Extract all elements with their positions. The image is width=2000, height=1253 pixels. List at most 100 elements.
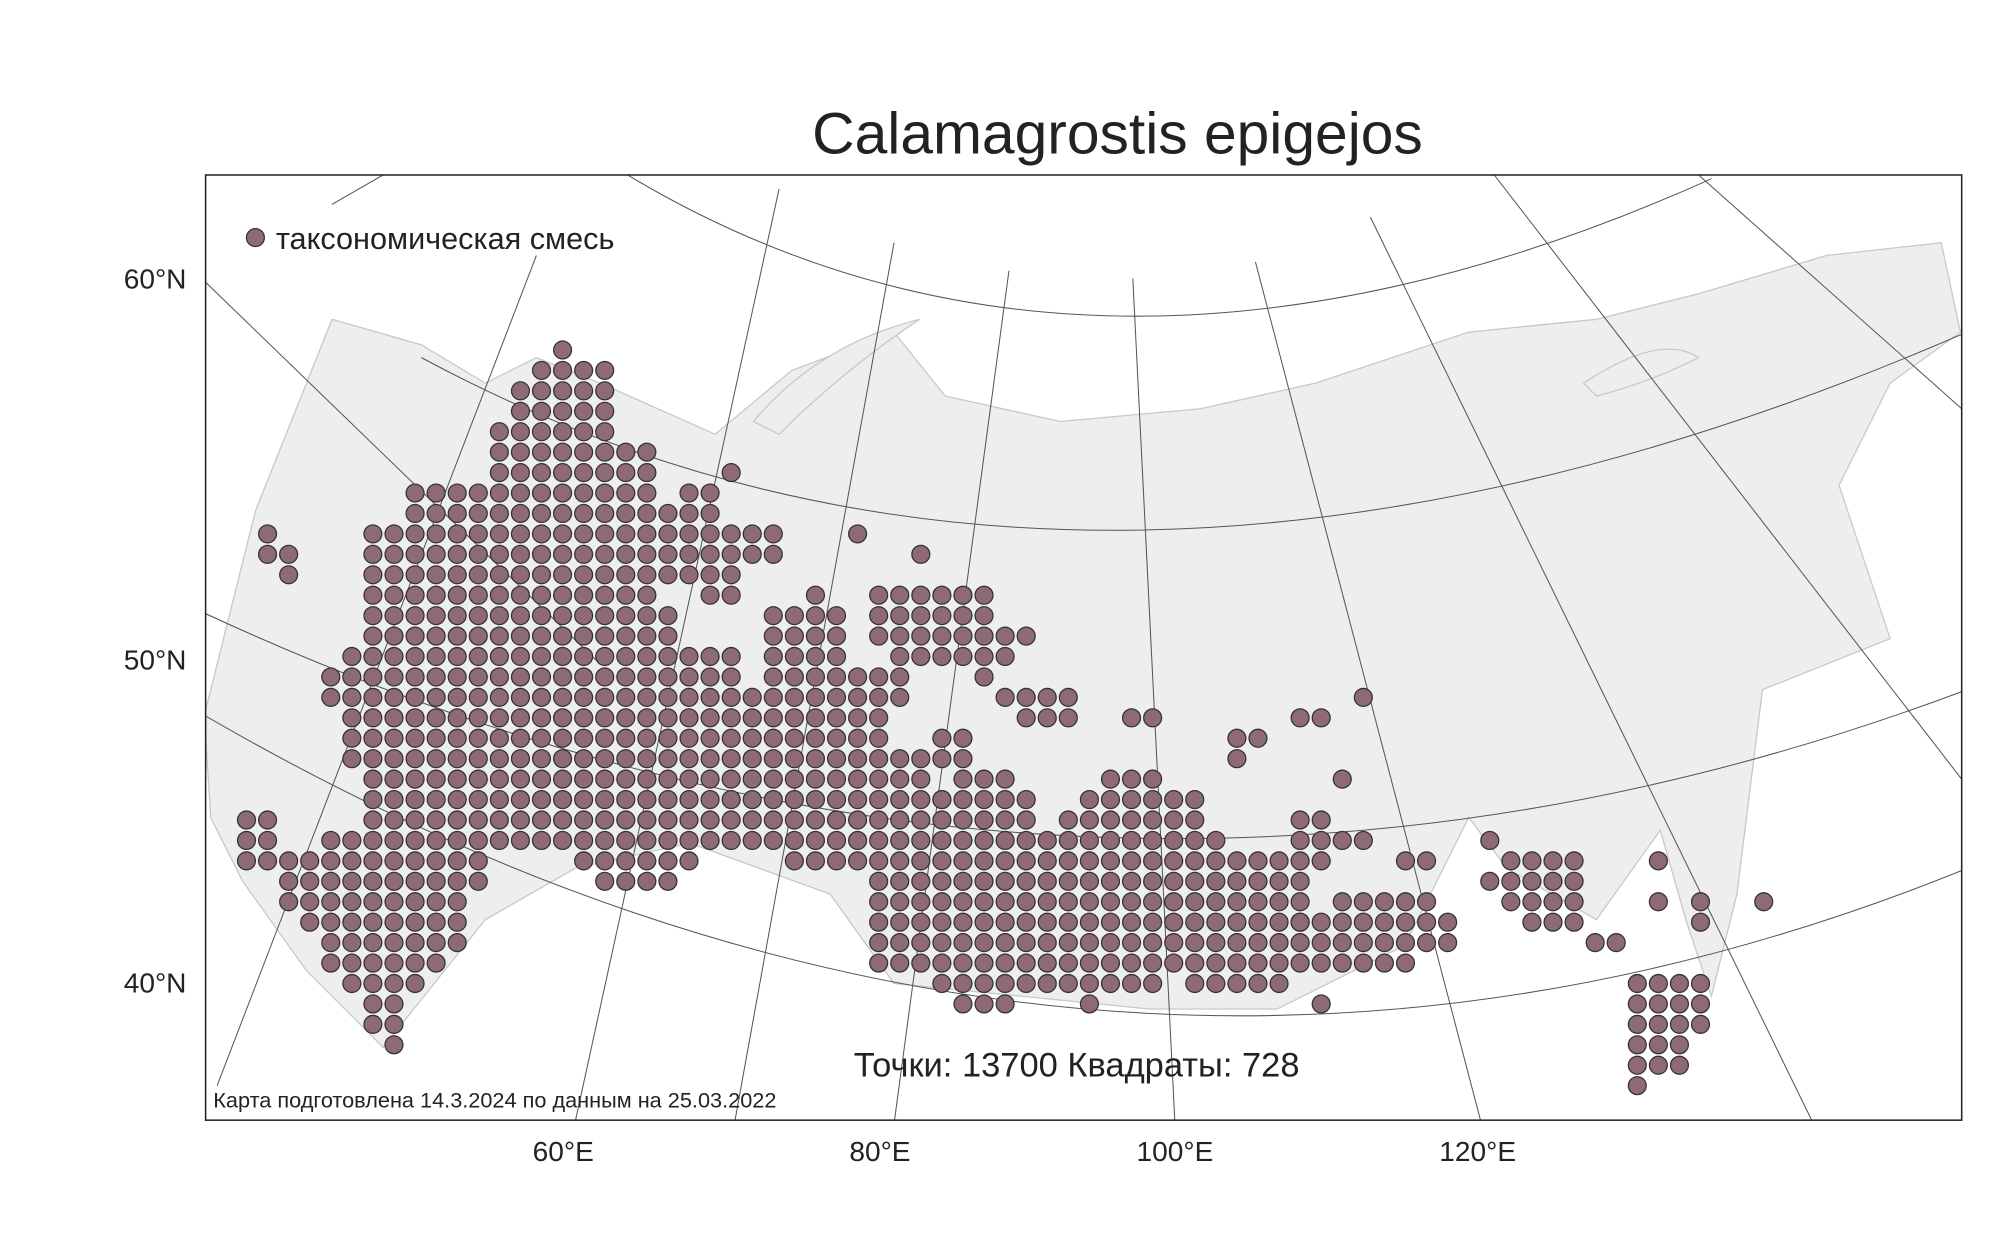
occurrence-dot: [805, 728, 826, 748]
occurrence-dot: [279, 565, 299, 585]
occurrence-dot: [658, 606, 678, 626]
occurrence-dot: [468, 871, 488, 891]
occurrence-dot: [1185, 892, 1205, 912]
occurrence-dot: [1648, 973, 1668, 994]
occurrence-dot: [426, 524, 446, 544]
occurrence-dot: [531, 524, 552, 544]
occurrence-dot: [911, 912, 931, 932]
occurrence-dot: [468, 749, 488, 769]
occurrence-dot: [1227, 973, 1247, 994]
occurrence-dot: [1564, 871, 1584, 891]
occurrence-dot: [1100, 769, 1121, 789]
occurrence-dot: [890, 585, 910, 605]
occurrence-dot: [1185, 933, 1205, 953]
occurrence-dot: [1290, 708, 1310, 728]
occurrence-dot: [1164, 892, 1184, 912]
occurrence-dot: [1058, 912, 1078, 932]
occurrence-dot: [1311, 810, 1331, 830]
occurrence-dot: [1564, 851, 1584, 871]
occurrence-dot: [321, 667, 341, 687]
occurrence-dot: [384, 892, 404, 912]
occurrence-dot: [342, 646, 362, 667]
occurrence-dot: [911, 953, 931, 973]
occurrence-dot: [426, 830, 446, 851]
occurrence-dot: [1480, 871, 1500, 891]
occurrence-dot: [637, 524, 657, 544]
occurrence-dot: [531, 708, 552, 728]
title: Calamagrostis epigejos: [812, 101, 1423, 166]
legend-marker: [245, 227, 266, 248]
occurrence-dot: [489, 830, 509, 851]
occurrence-dot: [426, 483, 446, 503]
occurrence-dot: [405, 708, 425, 728]
occurrence-dot: [384, 749, 404, 769]
occurrence-dot: [321, 687, 341, 707]
occurrence-dot: [890, 606, 910, 626]
occurrence-dot: [574, 687, 594, 707]
occurrence-dot: [553, 340, 573, 360]
occurrence-dot: [869, 912, 889, 932]
occurrence-dot: [1606, 933, 1626, 953]
occurrence-dot: [953, 830, 973, 851]
occurrence-dot: [658, 769, 678, 789]
occurrence-dot: [342, 892, 362, 912]
occurrence-dot: [1290, 871, 1310, 891]
occurrence-dot: [553, 401, 573, 421]
lon-label: 100°E: [1137, 1136, 1214, 1167]
occurrence-dot: [805, 646, 826, 667]
occurrence-dot: [637, 789, 657, 810]
occurrence-dot: [1206, 851, 1226, 871]
occurrence-dot: [1227, 933, 1247, 953]
occurrence-dot: [1079, 953, 1099, 973]
occurrence-dot: [384, 789, 404, 810]
occurrence-dot: [384, 667, 404, 687]
occurrence-dot: [1395, 912, 1416, 932]
occurrence-dot: [700, 483, 720, 503]
occurrence-dot: [1079, 871, 1099, 891]
occurrence-dot: [468, 646, 488, 667]
occurrence-dot: [995, 646, 1015, 667]
occurrence-dot: [869, 606, 889, 626]
occurrence-dot: [679, 749, 699, 769]
occurrence-dot: [426, 687, 446, 707]
occurrence-dot: [510, 810, 531, 830]
occurrence-dot: [468, 667, 488, 687]
occurrence-dot: [574, 463, 594, 483]
occurrence-dot: [595, 360, 615, 380]
occurrence-dot: [911, 892, 931, 912]
occurrence-dot: [363, 544, 383, 564]
occurrence-dot: [531, 606, 552, 626]
occurrence-dot: [1311, 830, 1331, 851]
occurrence-dot: [1332, 912, 1352, 932]
occurrence-dot: [679, 524, 699, 544]
occurrence-dot: [405, 933, 425, 953]
occurrence-dot: [405, 789, 425, 810]
occurrence-dot: [869, 933, 889, 953]
occurrence-dot: [1079, 892, 1099, 912]
occurrence-dot: [1164, 830, 1184, 851]
occurrence-dot: [1185, 851, 1205, 871]
occurrence-dot: [974, 810, 994, 830]
occurrence-dot: [595, 646, 615, 667]
occurrence-dot: [384, 933, 404, 953]
occurrence-dot: [510, 585, 531, 605]
occurrence-dot: [1100, 810, 1121, 830]
occurrence-dot: [890, 912, 910, 932]
occurrence-dot: [1143, 933, 1163, 953]
occurrence-dot: [363, 789, 383, 810]
occurrence-dot: [595, 728, 615, 748]
occurrence-dot: [447, 769, 467, 789]
occurrence-dot: [489, 769, 509, 789]
occurrence-dot: [363, 892, 383, 912]
occurrence-dot: [468, 789, 488, 810]
occurrence-dot: [848, 810, 868, 830]
occurrence-dot: [679, 503, 699, 524]
occurrence-dot: [1332, 953, 1352, 973]
occurrence-dot: [384, 585, 404, 605]
occurrence-dot: [510, 646, 531, 667]
occurrence-dot: [1079, 789, 1099, 810]
occurrence-dots: [236, 340, 1774, 1096]
occurrence-dot: [953, 973, 973, 994]
occurrence-dot: [363, 1014, 383, 1034]
occurrence-dot: [848, 749, 868, 769]
